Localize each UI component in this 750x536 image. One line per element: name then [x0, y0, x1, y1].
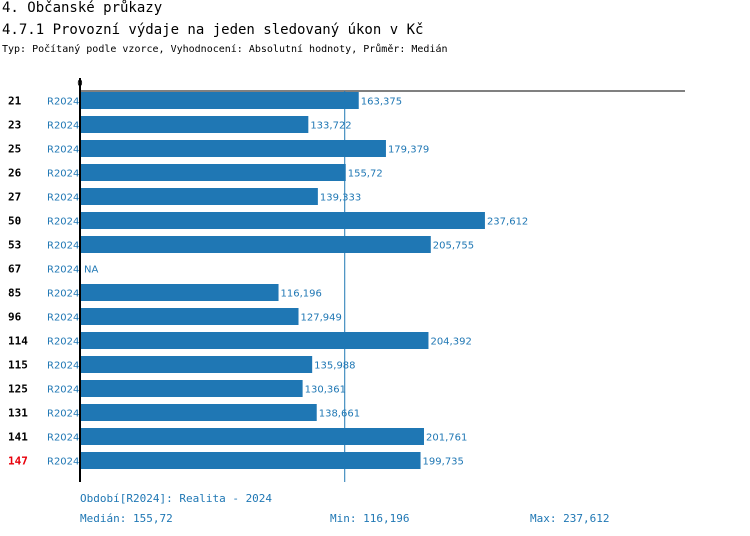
- period-label: R2024: [47, 313, 79, 324]
- value-label: 204,392: [430, 337, 471, 348]
- value-label: 163,375: [361, 97, 402, 108]
- category-label: 141: [8, 431, 28, 444]
- period-label: R2024: [47, 217, 79, 228]
- value-label: 130,361: [305, 385, 346, 396]
- category-label: 26: [8, 167, 22, 180]
- category-label: 27: [8, 191, 21, 204]
- bar: [81, 164, 346, 181]
- period-label: R2024: [47, 145, 79, 156]
- period-label: R2024: [47, 121, 79, 132]
- value-label: 205,755: [433, 241, 474, 252]
- value-label: 179,379: [388, 145, 429, 156]
- bar: [81, 452, 421, 469]
- period-label: R2024: [47, 385, 79, 396]
- period-note: Období[R2024]: Realita - 2024: [80, 492, 273, 505]
- category-label: 53: [8, 239, 21, 252]
- bar: [81, 236, 431, 253]
- bar: [81, 140, 386, 157]
- value-label: 155,72: [348, 169, 383, 180]
- category-label: 96: [8, 311, 22, 324]
- value-label: 133,722: [310, 121, 351, 132]
- category-label: 131: [8, 407, 28, 420]
- page-title: 4. Občanské průkazy: [2, 0, 163, 16]
- chart-title: 4.7.1 Provozní výdaje na jeden sledovaný…: [2, 22, 424, 38]
- category-label: 147: [8, 455, 28, 468]
- value-label: 135,988: [314, 361, 355, 372]
- period-label: R2024: [47, 265, 79, 276]
- category-label: 67: [8, 263, 21, 276]
- period-label: R2024: [47, 169, 79, 180]
- bar: [81, 404, 317, 421]
- period-label: R2024: [47, 193, 79, 204]
- bar: [81, 308, 299, 325]
- min-summary: Min: 116,196: [330, 512, 410, 525]
- category-label: 23: [8, 119, 21, 132]
- period-label: R2024: [47, 457, 79, 468]
- value-label: 201,761: [426, 433, 467, 444]
- bar: [81, 188, 318, 205]
- value-label: 139,333: [320, 193, 361, 204]
- period-label: R2024: [47, 337, 79, 348]
- value-label: NA: [84, 265, 98, 276]
- bar: [81, 92, 359, 109]
- value-label: 116,196: [281, 289, 322, 300]
- period-label: R2024: [47, 289, 79, 300]
- bar: [81, 116, 309, 133]
- period-label: R2024: [47, 409, 79, 420]
- category-label: 85: [8, 287, 21, 300]
- bar: [81, 284, 279, 301]
- max-summary: Max: 237,612: [530, 512, 610, 525]
- value-label: 127,949: [301, 313, 342, 324]
- period-label: R2024: [47, 241, 79, 252]
- bar: [81, 356, 313, 373]
- value-label: 138,661: [319, 409, 360, 420]
- category-label: 25: [8, 143, 21, 156]
- category-label: 115: [8, 359, 28, 372]
- median-summary: Medián: 155,72: [80, 512, 173, 525]
- period-label: R2024: [47, 361, 79, 372]
- category-label: 50: [8, 215, 21, 228]
- bar: [81, 428, 424, 445]
- category-label: 114: [8, 335, 28, 348]
- bar: [81, 380, 303, 397]
- bar: [81, 212, 485, 229]
- bar: [81, 332, 429, 349]
- value-label: 237,612: [487, 217, 528, 228]
- chart-subtitle: Typ: Počítaný podle vzorce, Vyhodnocení:…: [2, 44, 448, 55]
- category-label: 21: [8, 95, 22, 108]
- category-label: 125: [8, 383, 28, 396]
- period-label: R2024: [47, 433, 79, 444]
- period-label: R2024: [47, 97, 79, 108]
- value-label: 199,735: [423, 457, 464, 468]
